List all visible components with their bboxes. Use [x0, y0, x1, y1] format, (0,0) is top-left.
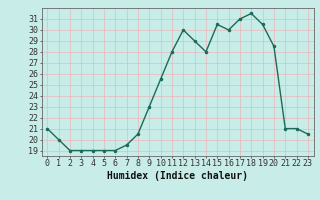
- X-axis label: Humidex (Indice chaleur): Humidex (Indice chaleur): [107, 171, 248, 181]
